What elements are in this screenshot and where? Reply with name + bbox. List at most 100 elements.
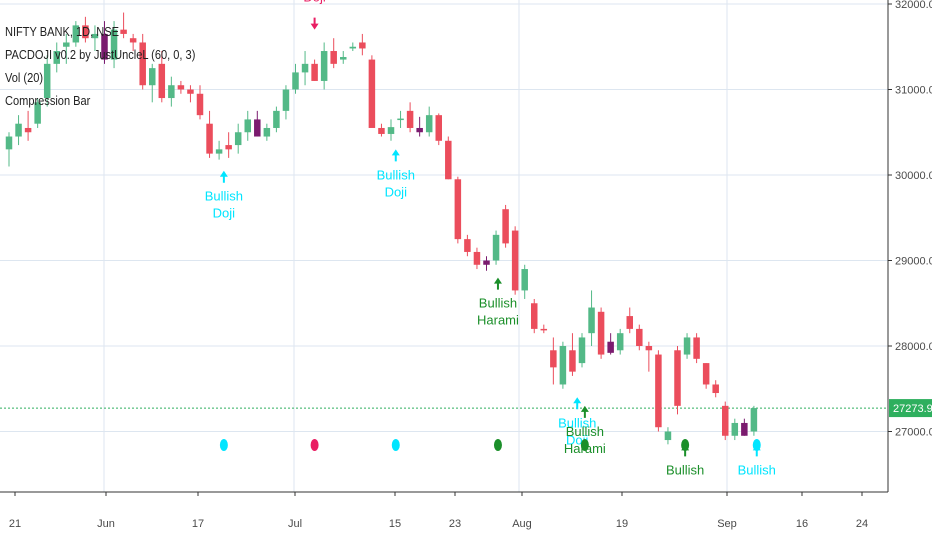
- x-tick-label: Jun: [97, 518, 115, 530]
- candle-body: [750, 408, 758, 432]
- pattern-label: Harami: [477, 313, 519, 328]
- candle-body: [492, 234, 500, 261]
- x-tick-label: Aug: [512, 518, 532, 530]
- candle-body: [636, 328, 643, 346]
- candle-body: [368, 59, 376, 128]
- candle-body: [263, 127, 271, 137]
- x-tick-label: 24: [856, 518, 868, 530]
- last-price-tag: [889, 399, 932, 418]
- signal-dot: [391, 439, 400, 451]
- signal-dot: [580, 439, 589, 451]
- y-tick-label: 28000.00: [895, 341, 932, 353]
- candle-body: [483, 260, 490, 265]
- pattern-label: Bullish: [738, 462, 776, 477]
- candle-body: [149, 68, 156, 86]
- candle-body: [53, 51, 60, 64]
- candle-body: [187, 89, 194, 94]
- y-tick-label: 31000.00: [895, 85, 932, 97]
- candle-body: [578, 337, 586, 364]
- indicator-pacdoji-label[interactable]: PACDOJI v0.2 by JustUncleL (60, 0, 3): [5, 47, 196, 62]
- candle-body: [359, 42, 366, 49]
- pattern-label: Doji: [385, 184, 408, 199]
- candle-body: [731, 422, 739, 436]
- bullish-arrow-icon: [219, 170, 228, 183]
- candle-body: [416, 127, 423, 133]
- x-tick-label: 15: [389, 518, 401, 530]
- candle-body: [464, 239, 471, 252]
- candle-body: [349, 46, 357, 49]
- pattern-label: Bullish: [558, 415, 596, 430]
- indicator-compression-label[interactable]: Compression Bar: [5, 93, 91, 108]
- x-tick-label: 16: [796, 518, 808, 530]
- doji-signal-label: Doji: [303, 0, 326, 5]
- candle-body: [531, 303, 538, 329]
- candle-body: [387, 127, 395, 134]
- candle-body: [502, 209, 509, 244]
- candle-body: [196, 93, 204, 116]
- candle-body: [129, 38, 137, 43]
- candle-body: [674, 350, 681, 406]
- candle-body: [101, 33, 108, 60]
- candle-body: [120, 29, 127, 34]
- candle-body: [626, 316, 633, 329]
- candle-body: [521, 269, 528, 291]
- indicator-volume-label[interactable]: Vol (20): [5, 70, 44, 85]
- x-tick-label: 23: [449, 518, 461, 530]
- candle-body: [5, 136, 13, 150]
- candle-body: [91, 33, 99, 39]
- pattern-label: Bullish: [479, 296, 517, 311]
- candle-body: [569, 350, 576, 372]
- signal-dot: [681, 439, 690, 451]
- candle-body: [34, 102, 41, 124]
- candle-body: [43, 63, 51, 99]
- candle-body: [234, 132, 242, 146]
- candle-body: [425, 115, 433, 133]
- bullish-arrow-icon: [391, 149, 400, 162]
- candle-body: [110, 29, 118, 60]
- candle-body: [645, 346, 653, 351]
- candle-body: [206, 123, 213, 154]
- candle-body: [607, 341, 614, 353]
- bearish-arrow-icon: [310, 17, 319, 30]
- symbol-title[interactable]: NIFTY BANK, 1D, NSE: [5, 24, 120, 39]
- candle-body: [82, 25, 89, 39]
- candle-body: [445, 140, 452, 180]
- candle-body: [24, 127, 32, 133]
- candle-body: [397, 118, 404, 121]
- candle-body: [282, 89, 290, 111]
- candle-body: [63, 42, 70, 47]
- pattern-label: Bullish: [566, 424, 604, 439]
- candle-body: [597, 311, 605, 355]
- candle-body: [139, 42, 146, 86]
- candle-body: [702, 363, 710, 385]
- bullish-arrow-icon: [580, 405, 589, 418]
- bullish-arrow-icon: [493, 277, 502, 290]
- y-tick-label: 32000.00: [895, 0, 932, 11]
- y-tick-label: 29000.00: [895, 256, 932, 268]
- x-tick-label: 17: [192, 518, 204, 530]
- pattern-label: Bullish: [377, 167, 415, 182]
- candle-body: [301, 63, 309, 73]
- candle-body: [712, 384, 719, 394]
- candle-body: [550, 350, 557, 368]
- candle-body: [655, 354, 662, 428]
- last-price-value: 27273.95: [893, 403, 932, 415]
- signal-dot: [493, 439, 502, 451]
- pattern-label: Doji: [213, 206, 236, 221]
- candle-body: [454, 179, 462, 240]
- candle-body: [741, 422, 748, 436]
- candle-body: [15, 123, 22, 137]
- candle-body: [559, 346, 567, 385]
- chart-legend: NIFTY BANK, 1D, NSE PACDOJI v0.2 by Just…: [5, 20, 195, 112]
- candle-body: [511, 230, 519, 291]
- candle-body: [683, 337, 691, 355]
- pattern-label: Bullish: [205, 189, 243, 204]
- candle-body: [540, 328, 548, 331]
- pattern-label: Bullish: [666, 462, 704, 477]
- bullish-arrow-icon: [573, 397, 582, 410]
- x-tick-label: 19: [616, 518, 628, 530]
- candle-body: [616, 333, 624, 351]
- candle-body: [722, 405, 729, 436]
- candle-body: [168, 85, 175, 99]
